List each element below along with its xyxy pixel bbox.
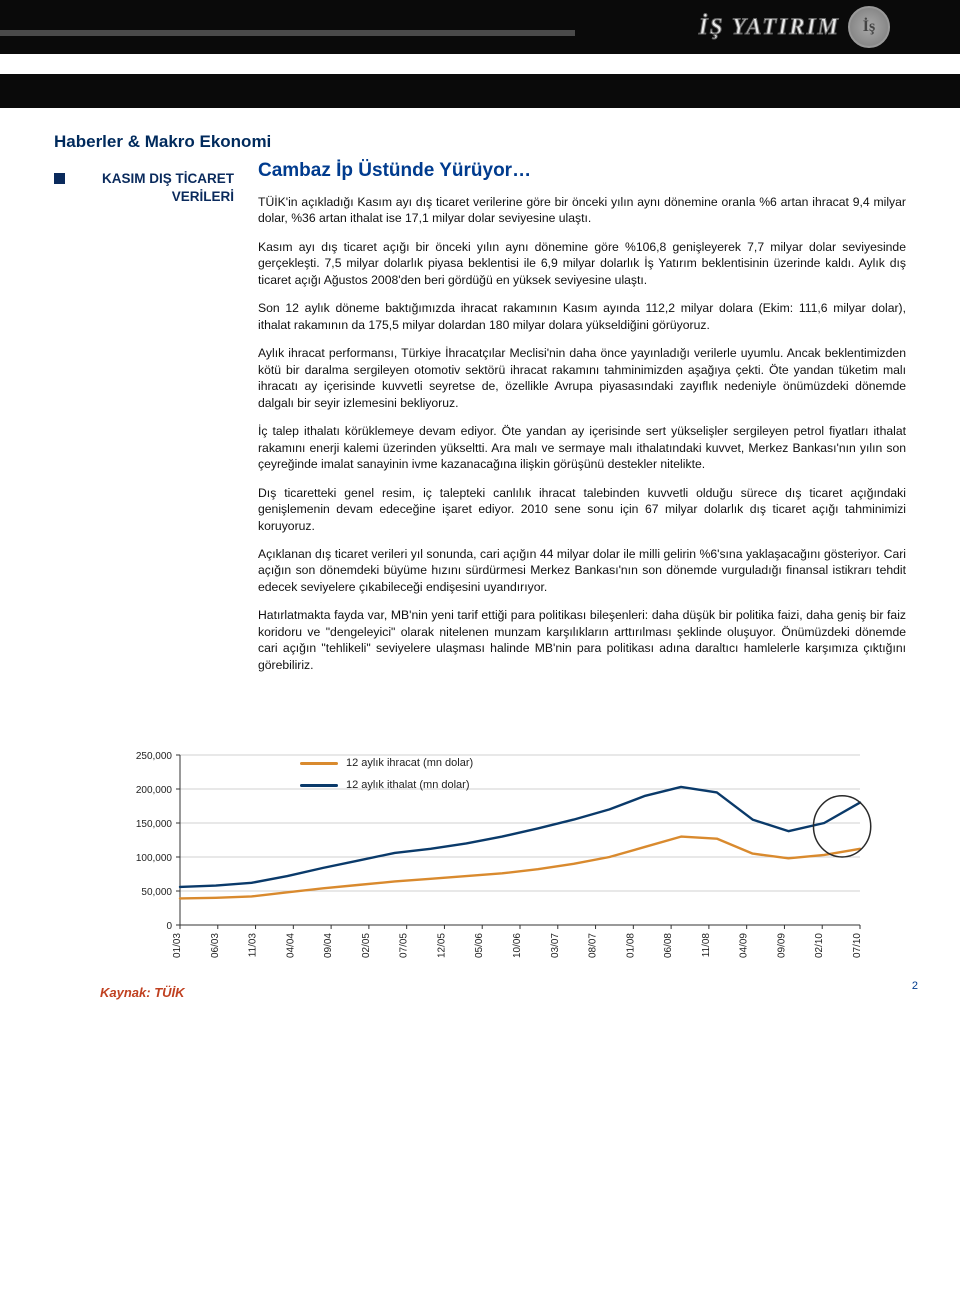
- svg-text:02/05: 02/05: [361, 933, 372, 958]
- sidebar-item-label: KASIM DIŞ TİCARET VERİLERİ: [75, 170, 234, 205]
- legend-item-ithalat: 12 aylık ithalat (mn dolar): [300, 779, 473, 791]
- svg-text:02/10: 02/10: [814, 933, 825, 958]
- svg-text:11/03: 11/03: [248, 933, 259, 958]
- bullet-icon: [54, 173, 65, 184]
- sidebar-item: KASIM DIŞ TİCARET VERİLERİ: [54, 170, 234, 205]
- legend-label: 12 aylık ihracat (mn dolar): [346, 757, 473, 769]
- content-area: KASIM DIŞ TİCARET VERİLERİ Cambaz İp Üst…: [0, 160, 960, 715]
- article-body: Cambaz İp Üstünde Yürüyor… TÜİK'in açıkl…: [234, 160, 906, 685]
- svg-text:03/07: 03/07: [550, 933, 561, 958]
- header-band: İŞ YATIRIM İş: [0, 0, 960, 54]
- page-number: 2: [912, 980, 918, 992]
- sidebar: KASIM DIŞ TİCARET VERİLERİ: [54, 160, 234, 685]
- svg-text:11/08: 11/08: [701, 933, 712, 958]
- paragraph: Son 12 aylık döneme baktığımızda ihracat…: [258, 300, 906, 333]
- header-stripe: [0, 30, 575, 36]
- svg-text:200,000: 200,000: [136, 785, 173, 796]
- legend-swatch-icon: [300, 762, 338, 765]
- svg-text:0: 0: [166, 921, 172, 932]
- svg-text:07/10: 07/10: [852, 933, 863, 958]
- chart-legend: 12 aylık ihracat (mn dolar) 12 aylık ith…: [300, 757, 473, 801]
- legend-item-ihracat: 12 aylık ihracat (mn dolar): [300, 757, 473, 769]
- paragraph: İç talep ithalatı körüklemeye devam ediy…: [258, 423, 906, 472]
- paragraph: Kasım ayı dış ticaret açığı bir önceki y…: [258, 239, 906, 288]
- svg-text:04/09: 04/09: [739, 933, 750, 958]
- brand-text: İŞ YATIRIM: [699, 14, 840, 40]
- paragraph: TÜİK'in açıkladığı Kasım ayı dış ticaret…: [258, 194, 906, 227]
- paragraph: Aylık ihracat performansı, Türkiye İhrac…: [258, 345, 906, 411]
- chart-source: Kaynak: TÜİK: [100, 985, 960, 1000]
- svg-text:01/03: 01/03: [172, 933, 183, 958]
- svg-text:09/04: 09/04: [323, 933, 334, 958]
- header-gap: [0, 54, 960, 74]
- svg-text:12/05: 12/05: [436, 933, 447, 958]
- brand-logo: İŞ YATIRIM İş: [699, 6, 890, 48]
- svg-text:10/06: 10/06: [512, 933, 523, 958]
- paragraph: Hatırlatmakta fayda var, MB'nin yeni tar…: [258, 607, 906, 673]
- article-headline: Cambaz İp Üstünde Yürüyor…: [258, 160, 906, 182]
- svg-text:04/04: 04/04: [285, 933, 296, 958]
- brand-seal-icon: İş: [848, 6, 890, 48]
- chart-svg: 0 50,000 100,000 150,000 200,000 250,000 01/03…: [100, 745, 880, 975]
- section-title: Haberler & Makro Ekonomi: [54, 132, 960, 152]
- svg-text:05/06: 05/06: [474, 933, 485, 958]
- svg-text:100,000: 100,000: [136, 853, 173, 864]
- trade-chart: 0 50,000 100,000 150,000 200,000 250,000 01/03…: [100, 745, 906, 975]
- svg-text:01/08: 01/08: [625, 933, 636, 958]
- svg-text:09/09: 09/09: [776, 933, 787, 958]
- svg-text:50,000: 50,000: [141, 887, 172, 898]
- svg-text:06/03: 06/03: [210, 933, 221, 958]
- svg-text:150,000: 150,000: [136, 819, 173, 830]
- legend-label: 12 aylık ithalat (mn dolar): [346, 779, 470, 791]
- legend-swatch-icon: [300, 784, 338, 787]
- paragraph: Dış ticaretteki genel resim, iç taleptek…: [258, 485, 906, 534]
- svg-text:07/05: 07/05: [399, 933, 410, 958]
- svg-text:08/07: 08/07: [588, 933, 599, 958]
- svg-text:250,000: 250,000: [136, 751, 173, 762]
- header-band-2: [0, 74, 960, 108]
- svg-text:06/08: 06/08: [663, 933, 674, 958]
- paragraph: Açıklanan dış ticaret verileri yıl sonun…: [258, 546, 906, 595]
